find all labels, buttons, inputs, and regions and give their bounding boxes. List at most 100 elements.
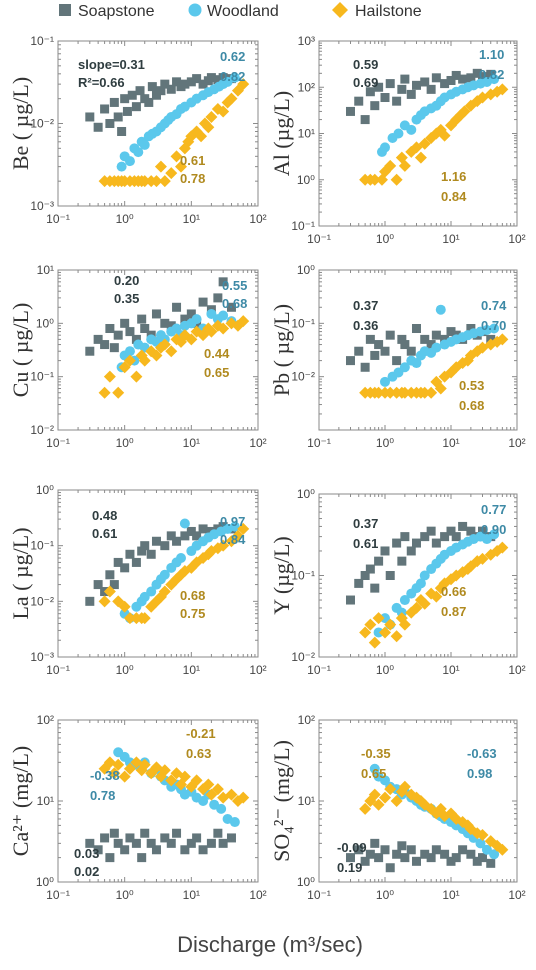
soapstone-point [392,96,402,106]
woodland-point [489,849,500,860]
soapstone-point [85,596,95,606]
stat-annotation: 0.53 [459,378,484,393]
soapstone-point [120,94,130,104]
woodland-point [481,534,492,545]
stat-annotation: R²=0.66 [78,75,125,90]
hailstone-point [118,770,131,783]
legend-hailstone-marker [332,2,348,18]
hailstone-point [165,167,178,180]
hailstone-point [372,798,385,811]
soapstone-point [406,845,416,855]
soapstone-point [477,72,487,82]
soapstone-point [198,845,208,855]
soapstone-point [137,314,147,324]
soapstone-point [397,841,407,851]
soapstone-point [93,122,103,132]
y-tick-label: 10² [298,713,315,727]
soapstone-point [370,838,380,848]
x-tick-label: 10⁰ [116,888,134,902]
hailstone-point [398,618,411,631]
soapstone-point [451,70,461,80]
soapstone-point [365,334,375,344]
soapstone-point [131,102,141,112]
woodland-point [146,586,157,597]
y-axis-label: Cu ( µg/L) [8,303,33,398]
soapstone-point [466,526,476,536]
woodland-point [229,521,240,532]
y-tick-label: 10¹ [298,794,315,808]
soapstone-point [135,86,145,96]
soapstone-point [380,93,390,103]
y-tick-label: 10⁻¹ [30,539,54,553]
stat-annotation: 0.68 [180,588,205,603]
woodland-point [133,147,144,158]
woodland-point [399,362,410,373]
hailstone-point [237,522,250,535]
soapstone-point [113,838,123,848]
hailstone-point [154,160,167,173]
hailstone-point [410,601,423,614]
woodland-point [419,570,430,581]
soapstone-point [420,532,430,542]
hailstone-point [398,159,411,172]
hailstone-point [425,386,438,399]
soapstone-point [151,536,161,546]
hailstone-point [178,770,191,783]
hailstone-point [205,325,218,338]
soapstone-point [420,334,430,344]
soapstone-point [125,833,135,843]
soapstone-point [397,334,407,344]
soapstone-point [166,838,176,848]
soapstone-point [166,84,176,94]
stat-annotation: 0.02 [74,864,99,879]
woodland-point [481,844,492,855]
woodland-point [475,838,486,849]
soapstone-point [122,106,132,116]
woodland-point [229,72,240,83]
stat-annotation: -0.09 [337,840,367,855]
hailstone-point [496,83,509,96]
soapstone-point [113,330,123,340]
legend-soapstone-marker [59,4,71,16]
y-tick-label: 10¹ [298,127,315,141]
soapstone-point [400,74,410,84]
soapstone-point [354,96,364,106]
legend-soapstone-label: Soapstone [78,3,155,20]
soapstone-point [206,73,216,83]
hailstone-point [103,585,116,598]
x-tick-label: 10⁰ [376,232,394,246]
soapstone-point [440,334,450,344]
x-axis-title: Discharge (m³/sec) [177,932,363,957]
hailstone-point [195,130,208,143]
y-axis-label: Al (µg/L) [269,91,294,176]
soapstone-point [431,330,441,340]
woodland-point [222,76,233,87]
soapstone-point [226,302,236,312]
soapstone-point [160,833,170,843]
hailstone-point [158,175,171,188]
y-tick-label: 10⁻² [30,117,54,131]
soapstone-point [160,541,170,551]
soapstone-point [477,853,487,863]
soapstone-point [411,856,421,866]
soapstone-point [345,356,355,366]
x-tick-label: 10² [508,888,525,902]
soapstone-point [477,526,487,536]
soapstone-point [392,356,402,366]
soapstone-point [180,314,190,324]
soapstone-point [105,324,115,334]
soapstone-point [192,531,202,541]
hailstone-point [158,338,171,351]
hailstone-point [170,150,183,163]
soapstone-point [446,75,456,85]
soapstone-point [85,838,95,848]
woodland-point [415,578,426,589]
stat-annotation: 0.68 [459,398,484,413]
soapstone-point [213,75,223,85]
soapstone-point [472,856,482,866]
woodland-point [229,817,240,828]
soapstone-point [440,532,450,542]
stat-annotation: 0.20 [114,273,139,288]
